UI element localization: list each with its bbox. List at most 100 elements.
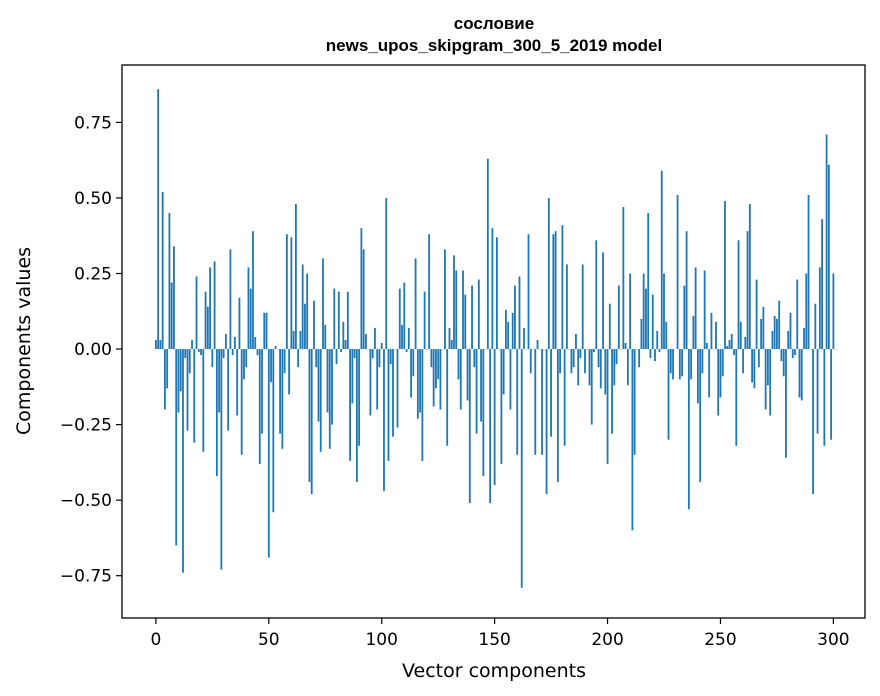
bar-40 xyxy=(245,349,248,368)
y-axis: −0.75 −0.50 −0.25 0.00 0.25 0.50 0.75 xyxy=(60,113,122,587)
bar-217 xyxy=(645,288,647,350)
bar-137 xyxy=(464,294,467,350)
bar-234 xyxy=(683,285,686,350)
y-tick-label: −0.25 xyxy=(60,416,112,436)
y-tick-label: −0.75 xyxy=(60,567,112,587)
bar-283 xyxy=(794,349,796,356)
bar-97 xyxy=(374,327,376,350)
bar-298 xyxy=(827,164,830,350)
bar-119 xyxy=(423,291,426,350)
bar-126 xyxy=(439,349,442,410)
bar-103 xyxy=(387,349,390,461)
x-tick-label: 0 xyxy=(150,630,161,650)
bar-274 xyxy=(773,315,776,350)
bar-182 xyxy=(565,264,568,350)
bar-68 xyxy=(308,349,311,483)
bar-0 xyxy=(154,339,157,350)
bar-201 xyxy=(608,303,611,350)
bar-181 xyxy=(563,349,566,446)
bar-177 xyxy=(554,231,557,350)
bar-212 xyxy=(633,349,636,455)
bar-9 xyxy=(175,349,178,546)
bar-238 xyxy=(692,315,695,350)
bar-266 xyxy=(755,279,758,350)
bar-30 xyxy=(222,349,225,359)
bar-194 xyxy=(593,349,595,353)
bar-14 xyxy=(186,349,189,431)
bar-63 xyxy=(297,349,300,368)
bar-174 xyxy=(547,197,550,350)
bar-83 xyxy=(342,321,345,350)
bar-112 xyxy=(407,327,410,350)
bar-32 xyxy=(227,349,230,431)
bar-208 xyxy=(624,343,627,350)
bar-53 xyxy=(274,346,277,350)
bar-33 xyxy=(229,249,232,350)
bar-48 xyxy=(263,312,266,350)
bar-55 xyxy=(279,349,281,434)
bar-39 xyxy=(243,349,245,380)
bar-291 xyxy=(812,349,814,495)
bar-296 xyxy=(823,349,826,446)
bar-107 xyxy=(396,349,399,428)
bar-41 xyxy=(247,267,250,350)
bar-190 xyxy=(584,349,586,374)
bar-203 xyxy=(613,349,616,386)
bar-71 xyxy=(315,349,318,368)
bar-133 xyxy=(455,270,458,350)
bar-225 xyxy=(663,273,665,350)
y-tick-label: 0.00 xyxy=(74,340,112,360)
bar-297 xyxy=(825,134,828,350)
bar-52 xyxy=(272,349,275,513)
bar-79 xyxy=(333,288,336,350)
bar-180 xyxy=(561,225,564,350)
bar-110 xyxy=(403,282,406,350)
bar-255 xyxy=(730,333,733,350)
bar-236 xyxy=(687,349,690,510)
bar-232 xyxy=(678,349,681,380)
bar-163 xyxy=(523,327,525,350)
bar-252 xyxy=(724,200,726,350)
bar-88 xyxy=(353,349,356,359)
bar-175 xyxy=(550,349,552,437)
bar-199 xyxy=(604,349,607,395)
x-axis-label: Vector components xyxy=(402,660,586,682)
bar-125 xyxy=(437,349,440,380)
bar-273 xyxy=(771,330,774,350)
bar-56 xyxy=(281,349,284,449)
bar-58 xyxy=(285,234,288,350)
bar-299 xyxy=(830,349,833,440)
y-axis-label: Components values xyxy=(13,247,35,435)
bar-51 xyxy=(270,349,272,383)
bar-86 xyxy=(349,349,351,461)
bar-129 xyxy=(446,349,449,446)
bar-116 xyxy=(416,349,419,419)
bar-169 xyxy=(536,339,539,350)
bar-279 xyxy=(785,349,787,458)
bar-77 xyxy=(328,349,331,449)
bar-209 xyxy=(626,349,629,386)
bar-118 xyxy=(421,349,424,461)
bar-271 xyxy=(766,349,769,386)
bar-20 xyxy=(200,349,202,356)
bar-205 xyxy=(617,285,620,350)
bar-154 xyxy=(502,349,505,395)
bar-161 xyxy=(518,276,521,350)
bar-244 xyxy=(706,343,708,350)
bar-220 xyxy=(651,294,654,350)
bar-80 xyxy=(335,349,338,365)
bar-149 xyxy=(491,228,494,350)
bar-281 xyxy=(789,312,792,350)
bar-143 xyxy=(477,279,480,350)
bar-159 xyxy=(514,285,516,350)
bar-256 xyxy=(733,349,735,356)
bar-243 xyxy=(703,270,706,350)
bar-102 xyxy=(385,197,388,350)
bar-227 xyxy=(667,349,670,440)
x-tick-label: 200 xyxy=(591,630,623,650)
bar-123 xyxy=(432,349,435,407)
bar-277 xyxy=(780,349,783,362)
x-tick-label: 150 xyxy=(478,630,510,650)
bar-168 xyxy=(534,349,537,455)
